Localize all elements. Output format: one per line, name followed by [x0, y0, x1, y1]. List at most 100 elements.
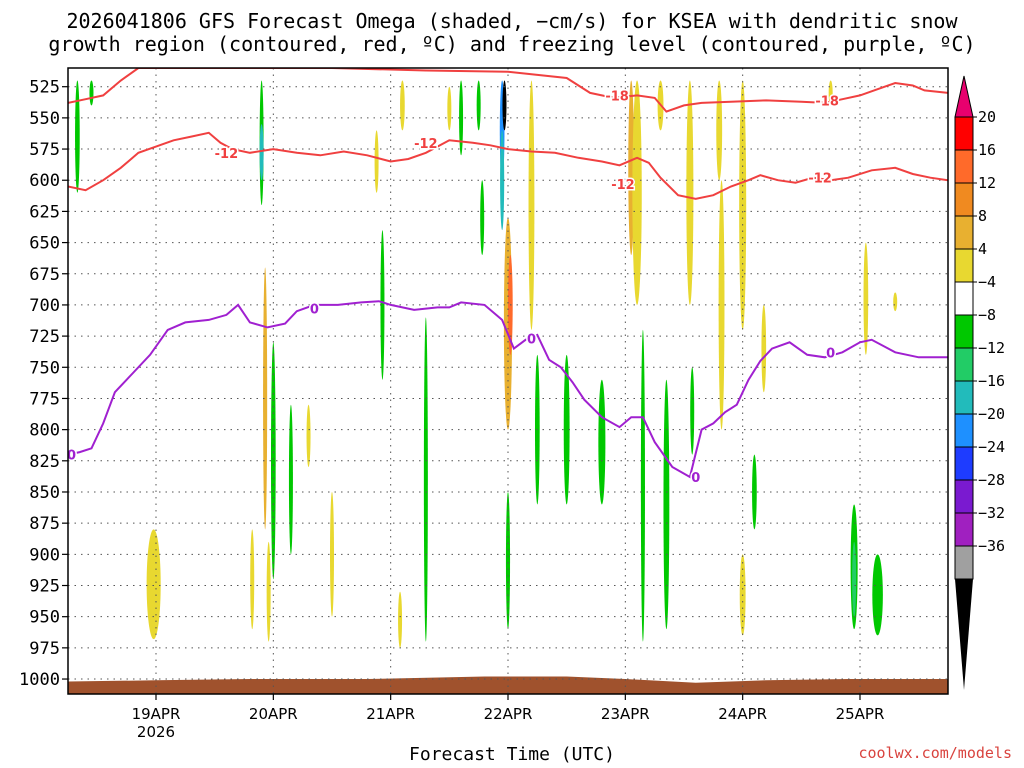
colorbar-label-4: 4 — [978, 240, 987, 258]
omega-blob-36 — [686, 80, 694, 305]
terrain-fill — [68, 676, 948, 694]
colorbar-label-9: −20 — [978, 405, 1005, 423]
contour-label-0-0: -18 — [605, 89, 629, 104]
x-axis-label: Forecast Time (UTC) — [409, 744, 615, 765]
colorbar-label-10: −24 — [978, 438, 1005, 456]
contour-0 — [68, 68, 948, 113]
colorbar-swatch-8 — [954, 380, 974, 415]
y-tick-label-750: 750 — [29, 358, 60, 378]
omega-blob-0 — [75, 80, 80, 193]
colorbar-swatch-7 — [954, 347, 974, 382]
contour-1 — [68, 131, 948, 200]
colorbar-label-3: 8 — [978, 207, 987, 225]
x-tick-label-22APR: 22APR — [484, 705, 533, 723]
colorbar-swatch-11 — [954, 479, 974, 514]
omega-blob-39 — [690, 367, 695, 455]
omega-blob-45 — [852, 541, 857, 617]
omega-shading-layer — [75, 80, 898, 648]
y-tick-label-675: 675 — [29, 265, 60, 285]
colorbar-label-1: 16 — [978, 141, 996, 159]
omega-blob-13 — [374, 130, 379, 193]
omega-blob-9 — [288, 404, 293, 555]
chart-title-line-1: 2026041806 GFS Forecast Omega (shaded, −… — [66, 9, 958, 33]
contour-label-1-3: -12 — [808, 172, 832, 187]
contour-2 — [68, 300, 948, 479]
chart-title-line-2: growth region (contoured, red, ºC) and f… — [48, 32, 976, 56]
y-tick-label-975: 975 — [29, 639, 60, 659]
colorbar: 20 16 12 8 4 −4 −8 −12 −16 −20 −24 −28 −32 −36 — [954, 75, 1005, 690]
omega-blob-5 — [263, 267, 268, 530]
omega-blob-2 — [146, 529, 161, 640]
y-tick-label-950: 950 — [29, 608, 60, 628]
omega-blob-6 — [270, 342, 276, 580]
y-tick-label-725: 725 — [29, 327, 60, 347]
y-tick-label-700: 700 — [29, 296, 60, 316]
contour-label-0-1: -18 — [815, 94, 839, 109]
colorbar-label-12: −32 — [978, 504, 1005, 522]
omega-blob-15 — [398, 591, 403, 648]
colorbar-swatch-10 — [954, 446, 974, 481]
omega-blob-23 — [500, 130, 505, 231]
omega-blob-37 — [716, 80, 723, 181]
contour-layer: -18 -18 -12 -12 -12 -12 0 0 0 0 0 — [67, 68, 948, 488]
colorbar-label-2: 12 — [978, 174, 996, 192]
colorbar-label-0: 20 — [978, 108, 996, 126]
y-tick-label-925: 925 — [29, 577, 60, 597]
colorbar-swatch-9 — [954, 413, 974, 448]
colorbar-label-6: −8 — [978, 306, 996, 324]
x-tick-label-23APR: 23APR — [601, 705, 650, 723]
x-tick-label-21APR: 21APR — [366, 705, 415, 723]
colorbar-label-13: −36 — [978, 537, 1005, 555]
colorbar-label-5: −4 — [978, 273, 996, 291]
omega-blob-32 — [632, 80, 642, 305]
omega-blob-43 — [752, 454, 757, 530]
omega-blob-47 — [863, 242, 869, 355]
omega-blob-14 — [400, 80, 405, 131]
omega-blob-12 — [380, 230, 385, 380]
x-tick-label-24APR: 24APR — [718, 705, 767, 723]
colorbar-swatch-13 — [954, 545, 974, 580]
grid-layer — [68, 68, 948, 694]
contour-label-2-3: 0 — [691, 471, 700, 486]
omega-blob-20 — [480, 180, 485, 256]
y-tick-label-625: 625 — [29, 202, 60, 222]
contour-label-2-0: 0 — [67, 449, 76, 464]
y-tick-label-600: 600 — [29, 171, 60, 191]
colorbar-bottom-arrow — [955, 579, 973, 690]
omega-blob-22 — [502, 80, 507, 131]
omega-blob-38 — [718, 180, 725, 430]
x-tick-sublabel-19APR: 2026 — [137, 723, 175, 741]
surface-terrain-layer — [68, 676, 948, 694]
y-tick-label-875: 875 — [29, 514, 60, 534]
y-tick-label-775: 775 — [29, 389, 60, 409]
omega-blob-30 — [598, 379, 606, 505]
y-tick-label-800: 800 — [29, 421, 60, 441]
colorbar-swatch-0 — [954, 116, 974, 151]
x-tick-label-25APR: 25APR — [836, 705, 885, 723]
colorbar-swatch-3 — [954, 215, 974, 250]
omega-blob-8 — [266, 541, 271, 642]
omega-blob-27 — [528, 80, 535, 330]
omega-blob-26 — [505, 491, 511, 630]
colorbar-label-7: −12 — [978, 339, 1005, 357]
y-tick-label-825: 825 — [29, 452, 60, 472]
colorbar-swatch-12 — [954, 512, 974, 547]
omega-blob-1 — [89, 80, 94, 106]
y-tick-label-575: 575 — [29, 140, 60, 160]
omega-blob-16 — [423, 317, 428, 642]
contour-label-2-4: 0 — [826, 346, 835, 361]
colorbar-label-8: −16 — [978, 372, 1005, 390]
omega-blob-46 — [872, 554, 883, 636]
credit-text: coolwx.com/models — [858, 744, 1012, 762]
colorbar-label-11: −28 — [978, 471, 1005, 489]
omega-blob-29 — [563, 354, 570, 505]
x-tick-label-19APR: 19APR — [132, 705, 181, 723]
y-tick-label-650: 650 — [29, 234, 60, 254]
colorbar-swatch-6 — [954, 314, 974, 349]
omega-blob-34 — [663, 379, 670, 630]
y-tick-label-1000: 1000 — [19, 670, 60, 690]
omega-blob-33 — [640, 329, 645, 642]
colorbar-swatch-1 — [954, 149, 974, 184]
